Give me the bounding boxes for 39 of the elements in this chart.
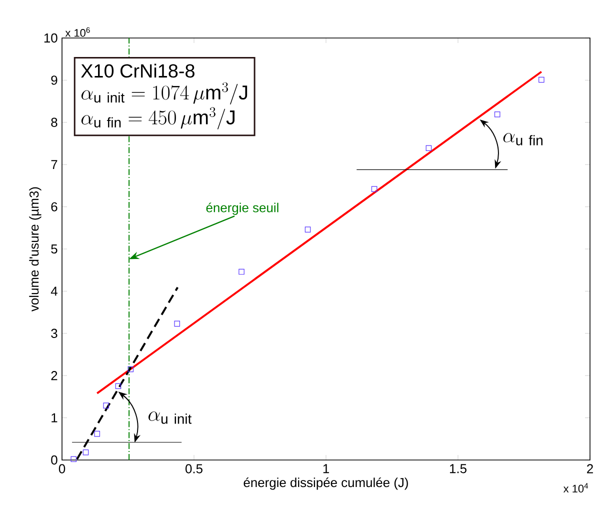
text: x 10$^{6}$ [65, 27, 90, 37]
y-tick-label: 0 [51, 455, 58, 465]
y-tick-label: 8 [51, 118, 58, 127]
point [94, 430, 100, 437]
x-tick-label: 0.5 [186, 464, 202, 474]
x-tick-label: 2 [587, 464, 593, 474]
annotation: X10 CrNi18-8 [81, 64, 194, 78]
point [115, 383, 122, 390]
point [70, 456, 77, 462]
x-tick-label: 0 [58, 464, 66, 474]
y-tick-label: 2 [51, 371, 58, 380]
point [371, 186, 378, 192]
y-tick-label: 9 [51, 76, 58, 85]
point [238, 268, 244, 275]
ref-line-label: énergie seuil [206, 202, 278, 215]
annotation: $\alpha_{\mathrm{u\ fin}}$ [503, 132, 542, 146]
point [494, 111, 500, 118]
x-tick-label: 1 [323, 464, 329, 474]
point [538, 76, 544, 83]
point [128, 366, 134, 372]
annotation: $\alpha_{\mathrm{u\ init}}$ [148, 412, 192, 424]
x-axis-title: énergie dissipée cumulée (J) [244, 478, 408, 490]
y-axis-title: volume d'usure (µm3) [29, 187, 42, 312]
y-tick-label: 7 [51, 160, 58, 170]
point [82, 450, 89, 456]
y-tick-label: 3 [51, 328, 58, 338]
y-tick-label: 10 [44, 33, 58, 43]
point [426, 145, 432, 152]
point [304, 226, 311, 232]
y-tick-label: 6 [51, 202, 58, 212]
annotation: $\alpha_{\mathrm{u\ fin}} = 450\,\mu\mathrm{m}^{3}/\mathrm{J}$ [81, 107, 234, 130]
x-tick-label: 1.5 [450, 464, 466, 474]
y-tick-label: 4 [50, 286, 58, 296]
y-tick-label: 1 [52, 413, 58, 422]
text: x 10$^{4}$ [563, 483, 588, 493]
y-tick-label: 5 [51, 244, 58, 254]
point [174, 320, 180, 327]
point [103, 402, 109, 408]
annotation: $\alpha_{\mathrm{u\ init}} = 1074\,\mu\mathrm{m}^{3}/\mathrm{J}$ [81, 82, 248, 105]
